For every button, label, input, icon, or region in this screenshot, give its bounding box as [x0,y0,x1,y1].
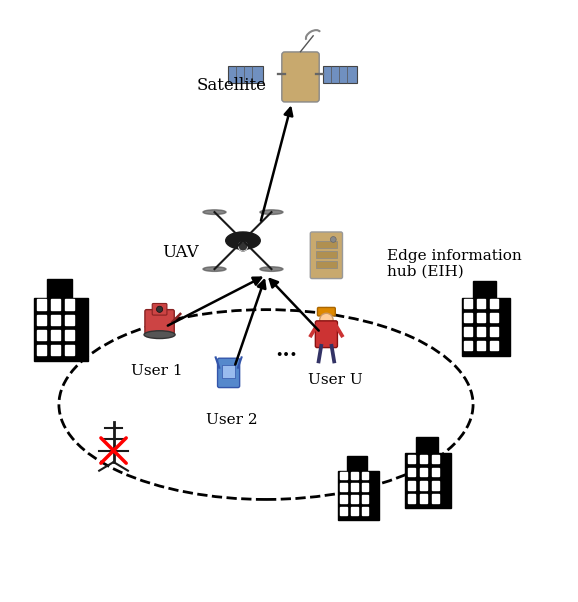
Bar [407,468,415,476]
Bar [38,330,46,340]
Bar [432,468,439,476]
Bar [340,483,347,491]
Bar [340,507,347,515]
FancyBboxPatch shape [316,261,337,268]
FancyBboxPatch shape [152,303,167,315]
Bar [420,494,427,503]
Text: User 1: User 1 [131,364,183,378]
Bar [362,483,368,491]
Bar [65,315,74,324]
Bar [51,299,60,309]
Bar [420,468,427,476]
FancyBboxPatch shape [223,365,235,378]
FancyBboxPatch shape [145,309,174,334]
Bar [432,481,439,489]
Bar [51,345,60,355]
Text: User 2: User 2 [206,413,257,427]
Bar [420,455,427,464]
Ellipse shape [260,210,283,214]
Bar [490,327,498,336]
Bar [351,495,358,503]
Text: UAV: UAV [162,244,199,261]
Bar [65,330,74,340]
Bar [407,455,415,464]
FancyBboxPatch shape [217,358,240,388]
Bar [490,313,498,322]
Bar [432,455,439,464]
Bar [340,472,347,479]
Bar [465,313,472,322]
Circle shape [238,242,247,251]
Polygon shape [462,281,510,356]
Circle shape [331,237,336,243]
Bar [51,330,60,340]
Bar [432,494,439,503]
FancyBboxPatch shape [317,308,335,316]
Bar [51,315,60,324]
Bar [351,483,358,491]
FancyBboxPatch shape [310,232,343,279]
Polygon shape [405,437,451,508]
Bar [362,495,368,503]
Bar [351,507,358,515]
Bar [38,299,46,309]
Polygon shape [338,456,379,520]
Bar [465,341,472,350]
Ellipse shape [260,267,283,272]
Text: ...: ... [275,340,297,360]
Bar [407,494,415,503]
Circle shape [320,313,333,327]
Bar [490,299,498,308]
Bar [477,313,485,322]
Text: Satellite: Satellite [197,77,267,94]
Bar [465,299,472,308]
Ellipse shape [203,210,226,214]
Ellipse shape [203,267,226,272]
Bar [362,472,368,479]
Bar [490,341,498,350]
Bar [477,341,485,350]
Bar [477,327,485,336]
Ellipse shape [226,232,260,249]
Bar [420,481,427,489]
Text: User U: User U [307,373,362,387]
Circle shape [157,306,162,312]
FancyBboxPatch shape [316,241,337,247]
Bar [465,327,472,336]
FancyBboxPatch shape [316,251,337,258]
Polygon shape [34,279,88,361]
Ellipse shape [144,330,175,338]
Bar [351,472,358,479]
FancyBboxPatch shape [228,66,262,83]
Bar [477,299,485,308]
Bar [340,495,347,503]
FancyBboxPatch shape [282,52,319,102]
Bar [38,345,46,355]
Bar [65,299,74,309]
FancyBboxPatch shape [323,66,357,83]
Bar [407,481,415,489]
Bar [38,315,46,324]
FancyBboxPatch shape [316,321,338,347]
Bar [362,507,368,515]
Text: Edge information
hub (EIH): Edge information hub (EIH) [387,249,521,279]
Bar [65,345,74,355]
